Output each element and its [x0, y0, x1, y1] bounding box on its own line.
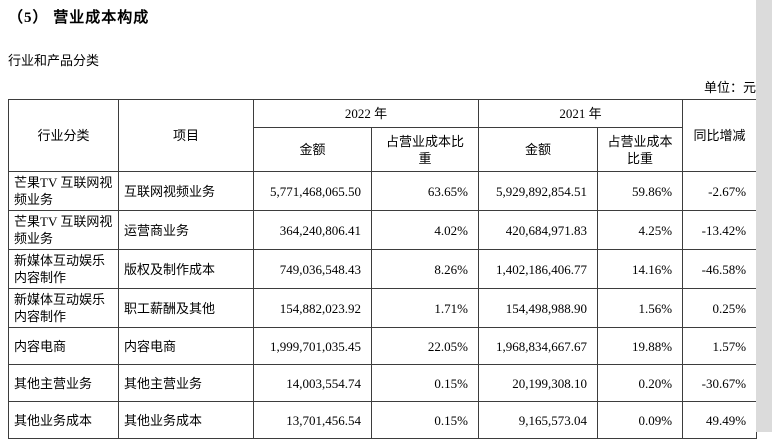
cell-pct-2022: 4.02% — [370, 210, 480, 250]
cell-amount-2021: 1,968,834,667.67 — [478, 327, 599, 365]
classification-label: 行业和产品分类 — [8, 53, 100, 68]
cell-industry: 新媒体互动娱乐内容制作 — [8, 249, 119, 289]
cell-amount-2022: 749,036,548.43 — [253, 249, 372, 289]
section-title: （5） 营业成本构成 — [8, 10, 150, 26]
cell-amount-2021: 9,165,573.04 — [478, 401, 599, 439]
unit-label: 单位：元 — [703, 80, 756, 95]
cell-pct-2021: 4.25% — [597, 210, 684, 250]
cost-composition-table: 行业分类 项目 2022 年 2021 年 同比增减 金额 占营业成本比重 金额… — [8, 99, 758, 439]
cell-industry: 芒果TV 互联网视频业务 — [8, 171, 119, 211]
cell-amount-2022: 154,882,023.92 — [253, 288, 372, 328]
cell-pct-2022: 1.71% — [370, 288, 480, 328]
cell-amount-2022: 1,999,701,035.45 — [253, 327, 372, 365]
cell-yoy: 1.57% — [682, 327, 758, 365]
header-year-2021: 2021 年 — [478, 99, 684, 128]
cell-industry: 新媒体互动娱乐内容制作 — [8, 288, 119, 328]
cell-pct-2022: 0.15% — [370, 364, 480, 402]
cell-industry: 其他主营业务 — [8, 364, 119, 402]
cell-yoy: -13.42% — [682, 210, 758, 250]
cell-yoy: -46.58% — [682, 249, 758, 289]
cell-pct-2021: 0.20% — [597, 364, 684, 402]
cell-item: 内容电商 — [118, 327, 254, 365]
table-row: 芒果TV 互联网视频业务 运营商业务 364,240,806.41 4.02% … — [8, 210, 758, 250]
header-row-years: 行业分类 项目 2022 年 2021 年 同比增减 — [8, 99, 758, 172]
header-industry: 行业分类 — [8, 99, 119, 172]
cell-amount-2021: 154,498,988.90 — [478, 288, 599, 328]
cell-amount-2021: 5,929,892,854.51 — [478, 171, 599, 211]
cell-pct-2022: 0.15% — [370, 401, 480, 439]
cell-item: 其他主营业务 — [118, 364, 254, 402]
cell-pct-2022: 63.65% — [370, 171, 480, 211]
cell-pct-2021: 14.16% — [597, 249, 684, 289]
cell-amount-2021: 20,199,308.10 — [478, 364, 599, 402]
header-pct-2022: 占营业成本比重 — [370, 127, 480, 172]
header-amount-2021: 金额 — [478, 127, 599, 172]
table-row: 内容电商 内容电商 1,999,701,035.45 22.05% 1,968,… — [8, 327, 758, 365]
cell-pct-2021: 1.56% — [597, 288, 684, 328]
header-pct-2021: 占营业成本比重 — [597, 127, 684, 172]
table-row: 其他主营业务 其他主营业务 14,003,554.74 0.15% 20,199… — [8, 364, 758, 402]
header-item: 项目 — [118, 99, 254, 172]
cell-pct-2022: 22.05% — [370, 327, 480, 365]
cell-amount-2022: 5,771,468,065.50 — [253, 171, 372, 211]
cell-amount-2022: 14,003,554.74 — [253, 364, 372, 402]
cell-amount-2021: 1,402,186,406.77 — [478, 249, 599, 289]
cell-amount-2021: 420,684,971.83 — [478, 210, 599, 250]
cell-item: 其他业务成本 — [118, 401, 254, 439]
cell-item: 职工薪酬及其他 — [118, 288, 254, 328]
header-yoy: 同比增减 — [682, 99, 758, 172]
table-row: 新媒体互动娱乐内容制作 版权及制作成本 749,036,548.43 8.26%… — [8, 249, 758, 289]
cell-item: 运营商业务 — [118, 210, 254, 250]
cell-industry: 其他业务成本 — [8, 401, 119, 439]
cell-pct-2021: 59.86% — [597, 171, 684, 211]
table-row: 新媒体互动娱乐内容制作 职工薪酬及其他 154,882,023.92 1.71%… — [8, 288, 758, 328]
cell-amount-2022: 364,240,806.41 — [253, 210, 372, 250]
right-gutter — [756, 0, 772, 432]
cell-industry: 内容电商 — [8, 327, 119, 365]
cell-yoy: -30.67% — [682, 364, 758, 402]
cell-pct-2022: 8.26% — [370, 249, 480, 289]
cell-pct-2021: 19.88% — [597, 327, 684, 365]
cell-yoy: 49.49% — [682, 401, 758, 439]
cell-pct-2021: 0.09% — [597, 401, 684, 439]
table-row: 其他业务成本 其他业务成本 13,701,456.54 0.15% 9,165,… — [8, 401, 758, 439]
cell-amount-2022: 13,701,456.54 — [253, 401, 372, 439]
header-amount-2022: 金额 — [253, 127, 372, 172]
cell-item: 互联网视频业务 — [118, 171, 254, 211]
cell-yoy: -2.67% — [682, 171, 758, 211]
table-row: 芒果TV 互联网视频业务 互联网视频业务 5,771,468,065.50 63… — [8, 171, 758, 211]
header-row-measures: 金额 占营业成本比重 金额 占营业成本比重 — [9, 127, 757, 172]
cell-item: 版权及制作成本 — [118, 249, 254, 289]
cell-industry: 芒果TV 互联网视频业务 — [8, 210, 119, 250]
cell-yoy: 0.25% — [682, 288, 758, 328]
header-year-2022: 2022 年 — [252, 99, 480, 128]
